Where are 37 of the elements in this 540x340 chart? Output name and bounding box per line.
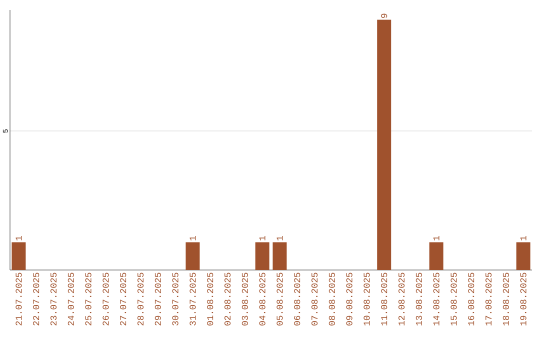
x-tick-label: 31.07.2025 [190,272,196,326]
data-label: 1 [433,236,440,240]
x-tick-label: 14.08.2025 [433,272,440,326]
x-tick-label: 17.08.2025 [485,272,492,326]
x-tick-label: 01.08.2025 [207,272,214,326]
data-label: 1 [16,236,22,240]
x-tick-label: 09.08.2025 [346,272,352,326]
data-label: 1 [520,236,526,240]
x-tick-label: 08.08.2025 [328,272,335,326]
data-label: 1 [259,236,266,240]
data-label: 1 [190,236,196,240]
x-tick-label: 30.07.2025 [172,272,178,326]
x-tick-label: 13.08.2025 [416,272,422,326]
x-tick-label: 15.08.2025 [450,272,457,326]
x-tick-label: 27.07.2025 [120,272,126,326]
data-label: 9 [381,14,388,18]
x-tick-label: 10.08.2025 [364,272,370,326]
x-tick-label: 03.08.2025 [242,272,248,326]
x-tick-label: 19.08.2025 [520,272,526,326]
x-tick-label: 25.07.2025 [85,272,92,326]
x-tick-label: 02.08.2025 [224,272,231,326]
x-tick-label: 23.07.2025 [50,272,57,326]
x-tick-label: 24.07.2025 [68,272,74,326]
x-tick-label: 16.08.2025 [468,272,474,326]
x-tick-label: 07.08.2025 [311,272,318,326]
x-tick-label: 22.07.2025 [33,272,40,326]
x-tick-label: 06.08.2025 [294,272,300,326]
x-tick-label: 29.07.2025 [154,272,161,326]
x-tick-label: 05.08.2025 [276,272,283,326]
x-tick-label: 21.07.2025 [16,272,22,326]
x-tick-label: 28.07.2025 [137,272,144,326]
x-tick-label: 18.08.2025 [502,272,509,326]
x-tick-label: 26.07.2025 [102,272,109,326]
x-tick-label: 11.08.2025 [381,272,388,326]
data-label: 1 [276,236,283,240]
x-tick-label: 12.08.2025 [398,272,405,326]
x-tick-label: 04.08.2025 [259,272,266,326]
